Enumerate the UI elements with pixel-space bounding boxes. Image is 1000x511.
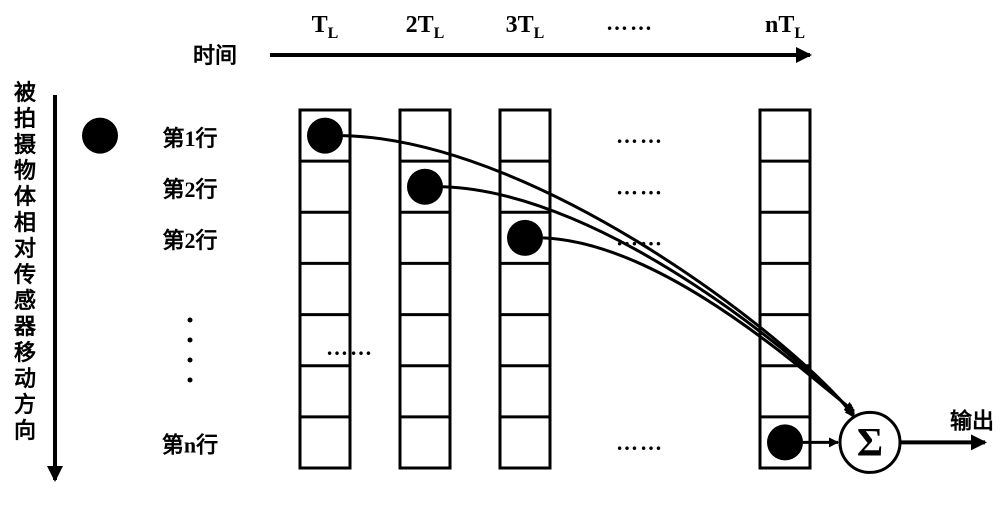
column-outline [400, 110, 450, 468]
motion-axis-label-char: 移 [14, 340, 36, 365]
vdots [188, 338, 193, 343]
time-axis-label: 时间 [193, 43, 237, 68]
flow-arrow [443, 187, 854, 414]
row-label: 第1行 [162, 126, 217, 151]
ellipsis-top: …… [606, 10, 654, 35]
motion-axis-label-char: 物 [14, 158, 36, 183]
ellipsis-mid: …… [616, 174, 664, 199]
vdots [188, 318, 193, 323]
column-outline [300, 110, 350, 468]
column-outline [760, 110, 810, 468]
vdots [188, 378, 193, 383]
motion-axis-label-char: 体 [14, 184, 37, 209]
data-dot [407, 169, 443, 205]
motion-axis-label-char: 器 [13, 314, 37, 339]
ellipsis-mid: …… [616, 123, 664, 148]
motion-axis-label-char: 传 [13, 262, 36, 287]
motion-axis-label-char: 相 [14, 210, 36, 235]
motion-axis-label-char: 对 [14, 236, 36, 261]
motion-axis-label-char: 感 [14, 288, 36, 313]
column-header: TL [312, 12, 339, 42]
data-dot [307, 118, 343, 154]
data-dot [507, 220, 543, 256]
motion-axis-label-char: 拍 [14, 106, 36, 131]
ellipsis-gap: …… [326, 335, 374, 360]
column-outline [500, 110, 550, 468]
row-label: 第2行 [162, 228, 217, 253]
data-dot [767, 424, 803, 460]
output-label: 输出 [950, 408, 994, 433]
ellipsis-mid: …… [616, 430, 664, 455]
row-label: 第n行 [162, 433, 218, 458]
motion-axis-label-char: 摄 [14, 132, 37, 157]
motion-axis-label-char: 向 [14, 418, 36, 443]
vdots [188, 358, 193, 363]
sigma-label: Σ [857, 419, 883, 464]
row-label: 第2行 [162, 177, 217, 202]
motion-axis-label-char: 被 [14, 80, 37, 105]
ellipsis-mid: …… [616, 226, 664, 251]
column-header: nTL [765, 12, 805, 42]
legend-dot [82, 118, 118, 154]
motion-axis-label-char: 动 [14, 366, 36, 391]
motion-axis-label-char: 方 [14, 392, 36, 417]
column-header: 2TL [406, 12, 445, 42]
column-header: 3TL [506, 12, 545, 42]
